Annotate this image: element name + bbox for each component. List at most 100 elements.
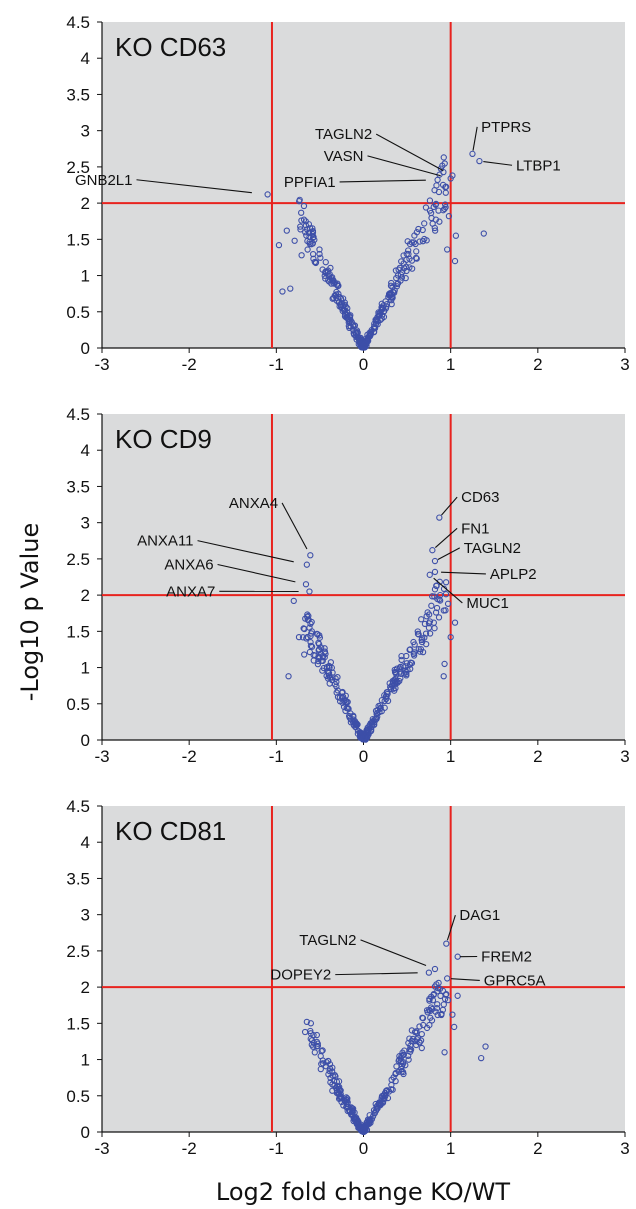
data-point <box>426 571 433 578</box>
data-point <box>431 557 439 565</box>
data-point <box>323 663 331 671</box>
data-point <box>311 258 318 266</box>
data-point <box>425 624 433 631</box>
y-tick-label: 0 <box>81 339 90 358</box>
annotation-leader <box>451 978 480 981</box>
data-point <box>353 1120 360 1128</box>
data-point <box>406 1046 414 1053</box>
data-point <box>329 674 336 681</box>
panel-title: KO CD63 <box>115 32 226 62</box>
data-point <box>333 683 340 690</box>
data-point <box>405 1056 412 1063</box>
data-point <box>327 274 335 282</box>
data-point <box>422 630 430 637</box>
x-tick-label: -2 <box>182 1139 197 1158</box>
data-point <box>388 279 395 287</box>
x-tick-label: -3 <box>94 1139 109 1158</box>
data-point <box>307 639 314 646</box>
x-tick-label: -3 <box>94 355 109 374</box>
data-point <box>317 1065 324 1073</box>
data-point <box>298 252 305 259</box>
data-point <box>369 715 376 723</box>
y-tick-label: 2 <box>81 194 90 213</box>
data-point <box>316 246 323 253</box>
data-point <box>419 226 426 234</box>
data-point <box>419 1014 426 1021</box>
data-point <box>392 1077 399 1085</box>
data-point <box>315 657 322 665</box>
data-point <box>400 1051 408 1058</box>
annotation-leader <box>335 972 418 976</box>
x-tick-label: -1 <box>269 355 284 374</box>
data-point <box>442 579 450 586</box>
data-point <box>398 656 405 663</box>
data-point <box>302 229 309 236</box>
x-tick-label: -2 <box>182 355 197 374</box>
data-point <box>378 300 385 307</box>
annotation-label: DAG1 <box>459 907 500 924</box>
data-point <box>403 660 411 667</box>
data-point <box>431 227 439 234</box>
annotation-label: LTBP1 <box>516 157 561 174</box>
data-point <box>384 1087 391 1094</box>
data-point <box>287 285 294 292</box>
data-point <box>394 280 402 287</box>
data-point <box>326 1067 333 1075</box>
data-point <box>333 689 340 696</box>
data-point <box>482 1043 489 1050</box>
volcano-panel-3: 0 0.5 1 1.5 2 2.5 3 3.5 4 4.5 -3 -2 -1 0 1 2 3 KO CD81 DAG… <box>66 797 629 1158</box>
data-point <box>322 1063 330 1070</box>
data-point <box>418 1044 425 1052</box>
data-point <box>414 630 422 638</box>
annotation-label: GNB2L1 <box>75 172 133 189</box>
y-tick-label: 4 <box>81 833 90 852</box>
data-point <box>435 614 443 621</box>
data-point <box>304 633 311 641</box>
data-point <box>440 207 447 214</box>
data-point <box>416 238 423 245</box>
x-tick-label: -1 <box>269 1139 284 1158</box>
data-point <box>444 600 452 607</box>
data-point <box>360 1128 367 1135</box>
data-point <box>431 965 439 973</box>
data-point <box>442 201 449 208</box>
data-point <box>387 282 395 289</box>
data-point <box>426 997 433 1004</box>
data-point <box>447 175 454 182</box>
data-point <box>431 983 439 990</box>
data-point <box>337 1090 344 1098</box>
data-point <box>395 1057 402 1065</box>
data-point <box>480 230 487 237</box>
data-point <box>352 330 359 337</box>
data-point <box>334 282 342 290</box>
data-point <box>478 1054 485 1062</box>
data-point <box>431 593 438 600</box>
data-point <box>310 1039 317 1047</box>
data-point <box>296 198 303 205</box>
annotation-leader <box>434 527 458 548</box>
data-point <box>422 204 430 211</box>
data-point <box>336 1087 344 1094</box>
annotation-label: ANXA4 <box>229 495 278 512</box>
x-tick-label: 3 <box>620 747 629 766</box>
data-point <box>403 256 410 263</box>
data-point <box>428 602 435 609</box>
data-point <box>398 1068 405 1075</box>
data-point <box>336 1083 343 1091</box>
data-point <box>434 176 441 184</box>
data-point <box>309 225 316 232</box>
data-point <box>326 664 333 671</box>
annotation-leader <box>217 563 296 583</box>
data-point <box>335 290 342 297</box>
data-point <box>307 552 314 559</box>
data-point <box>303 1018 310 1026</box>
data-point <box>388 1076 395 1083</box>
data-point <box>454 992 461 999</box>
data-point <box>374 709 381 717</box>
data-point <box>391 669 399 676</box>
annotation-label: GPRC5A <box>484 972 546 989</box>
data-point <box>398 652 405 660</box>
y-tick-label: 4 <box>81 49 90 68</box>
annotation-label: PPFIA1 <box>284 174 336 191</box>
